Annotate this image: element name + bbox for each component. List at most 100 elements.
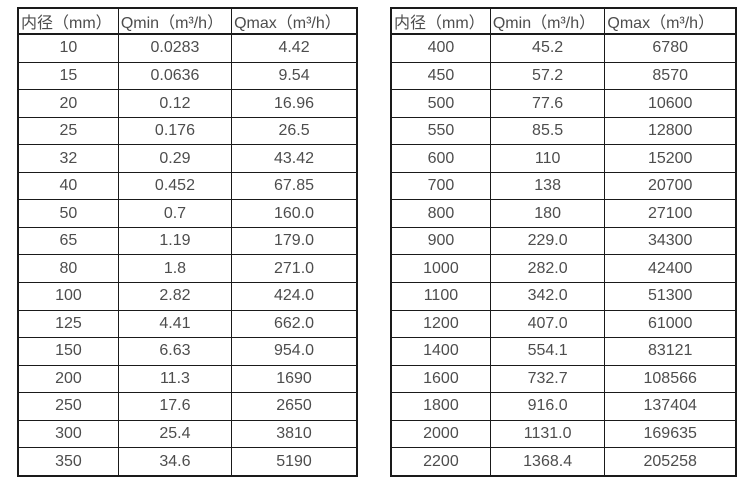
- table-cell: 1400: [390, 337, 491, 366]
- flow-table-small-diameters: 内径（mm） Qmin（m³/h） Qmax（m³/h） 10 0.0283 4.42 1…: [17, 7, 358, 477]
- table-cell: 1690: [231, 364, 358, 394]
- table-cell: 407.0: [489, 309, 606, 339]
- table-cell: 2000: [390, 419, 491, 449]
- table-row: 2000 1131.0 169635: [390, 419, 737, 449]
- table-cell: 85.5: [489, 116, 606, 146]
- flow-table-large-diameters: 内径（mm） Qmin（m³/h） Qmax（m³/h） 400 45.2 6780 45…: [390, 7, 737, 477]
- header-cell: 内径（mm）: [390, 7, 491, 35]
- table-cell: 179.0: [231, 226, 358, 256]
- table-cell: 1100: [390, 282, 491, 311]
- table-cell: 800: [390, 199, 491, 228]
- table-row: 40 0.452 67.85: [17, 171, 358, 201]
- table-cell: 45.2: [489, 33, 606, 63]
- header-cell: Qmin（m³/h）: [117, 7, 233, 35]
- header-cell: Qmin（m³/h）: [489, 7, 606, 35]
- table-row: 800 180 27100: [390, 199, 737, 228]
- table-row: 100 2.82 424.0: [17, 282, 358, 311]
- table-cell: 0.0283: [117, 33, 233, 63]
- table-cell: 550: [390, 116, 491, 146]
- table-cell: 0.176: [117, 116, 233, 146]
- table-cell: 25: [17, 116, 119, 146]
- table-cell: 42400: [604, 254, 737, 283]
- table-cell: 4.42: [231, 33, 358, 63]
- header-row: 内径（mm） Qmin（m³/h） Qmax（m³/h）: [390, 7, 737, 35]
- table-cell: 205258: [604, 447, 737, 477]
- table-row: 150 6.63 954.0: [17, 337, 358, 366]
- table-cell: 9.54: [231, 61, 358, 91]
- table-cell: 26.5: [231, 116, 358, 146]
- table-row: 80 1.8 271.0: [17, 254, 358, 283]
- table-cell: 83121: [604, 337, 737, 366]
- table-cell: 34300: [604, 226, 737, 256]
- table-row: 50 0.7 160.0: [17, 199, 358, 228]
- table-row: 1800 916.0 137404: [390, 392, 737, 421]
- table-row: 32 0.29 43.42: [17, 144, 358, 173]
- table-cell: 0.29: [117, 144, 233, 173]
- table-cell: 40: [17, 171, 119, 201]
- table-row: 200 11.3 1690: [17, 364, 358, 394]
- table-row: 500 77.6 10600: [390, 89, 737, 118]
- table-cell: 600: [390, 144, 491, 173]
- table-row: 250 17.6 2650: [17, 392, 358, 421]
- table-cell: 662.0: [231, 309, 358, 339]
- table-cell: 916.0: [489, 392, 606, 421]
- table-cell: 229.0: [489, 226, 606, 256]
- table-row: 2200 1368.4 205258: [390, 447, 737, 477]
- table-cell: 424.0: [231, 282, 358, 311]
- table-cell: 2200: [390, 447, 491, 477]
- table-row: 350 34.6 5190: [17, 447, 358, 477]
- header-cell: 内径（mm）: [17, 7, 119, 35]
- table-cell: 51300: [604, 282, 737, 311]
- table-row: 1000 282.0 42400: [390, 254, 737, 283]
- table-cell: 1200: [390, 309, 491, 339]
- table-cell: 180: [489, 199, 606, 228]
- table-cell: 15200: [604, 144, 737, 173]
- table-cell: 10600: [604, 89, 737, 118]
- table-cell: 2650: [231, 392, 358, 421]
- table-cell: 732.7: [489, 364, 606, 394]
- table-cell: 108566: [604, 364, 737, 394]
- table-cell: 65: [17, 226, 119, 256]
- table-cell: 1000: [390, 254, 491, 283]
- table-cell: 5190: [231, 447, 358, 477]
- table-cell: 1.8: [117, 254, 233, 283]
- table-cell: 0.7: [117, 199, 233, 228]
- table-cell: 4.41: [117, 309, 233, 339]
- table-cell: 27100: [604, 199, 737, 228]
- table-row: 550 85.5 12800: [390, 116, 737, 146]
- table-cell: 80: [17, 254, 119, 283]
- table-cell: 1600: [390, 364, 491, 394]
- table-cell: 954.0: [231, 337, 358, 366]
- table-cell: 1.19: [117, 226, 233, 256]
- table-cell: 900: [390, 226, 491, 256]
- table-cell: 250: [17, 392, 119, 421]
- table-cell: 32: [17, 144, 119, 173]
- table-row: 10 0.0283 4.42: [17, 33, 358, 63]
- table-cell: 282.0: [489, 254, 606, 283]
- table-cell: 16.96: [231, 89, 358, 118]
- table-cell: 500: [390, 89, 491, 118]
- table-cell: 8570: [604, 61, 737, 91]
- table-cell: 271.0: [231, 254, 358, 283]
- table-cell: 25.4: [117, 419, 233, 449]
- table-row: 700 138 20700: [390, 171, 737, 201]
- table-row: 450 57.2 8570: [390, 61, 737, 91]
- table-cell: 77.6: [489, 89, 606, 118]
- table-cell: 12800: [604, 116, 737, 146]
- table-cell: 138: [489, 171, 606, 201]
- table-cell: 450: [390, 61, 491, 91]
- table-row: 125 4.41 662.0: [17, 309, 358, 339]
- table-cell: 150: [17, 337, 119, 366]
- table-cell: 20700: [604, 171, 737, 201]
- table-cell: 17.6: [117, 392, 233, 421]
- table-row: 1400 554.1 83121: [390, 337, 737, 366]
- table-row: 1100 342.0 51300: [390, 282, 737, 311]
- table-cell: 110: [489, 144, 606, 173]
- table-cell: 300: [17, 419, 119, 449]
- header-cell: Qmax（m³/h）: [604, 7, 737, 35]
- table-row: 400 45.2 6780: [390, 33, 737, 63]
- table-cell: 67.85: [231, 171, 358, 201]
- table-cell: 400: [390, 33, 491, 63]
- table-cell: 0.452: [117, 171, 233, 201]
- table-cell: 137404: [604, 392, 737, 421]
